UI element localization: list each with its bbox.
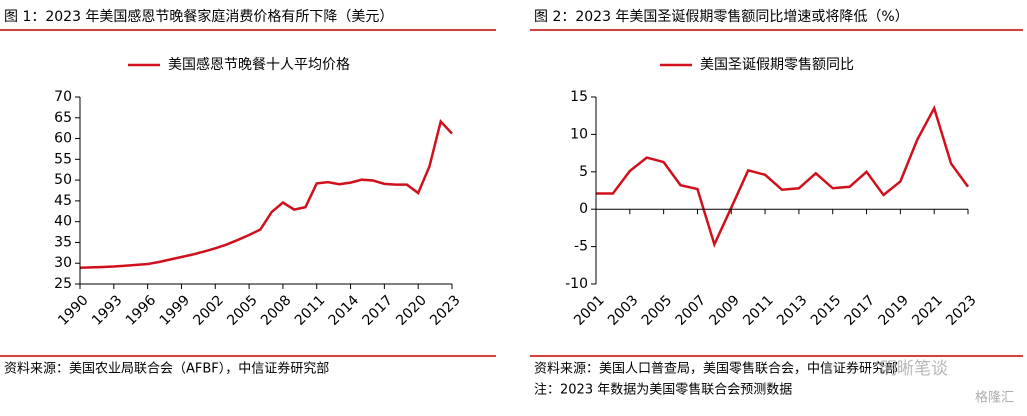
watermark: 格隆汇 xyxy=(975,390,1014,406)
x-tick-label: 2017 xyxy=(360,292,397,329)
x-tick-label: 2011 xyxy=(740,292,777,329)
source: 资料来源：美国农业局联合会（AFBF），中信证券研究部 xyxy=(4,361,329,377)
y-tick-label: 15 xyxy=(570,89,588,105)
legend-label: 美国圣诞假期零售额同比 xyxy=(700,57,854,73)
x-tick-label: 2005 xyxy=(639,292,676,329)
y-tick-label: 30 xyxy=(54,255,72,271)
x-tick-label: 2023 xyxy=(943,292,980,329)
figure-title: 图 2：2023 年美国圣诞假期零售额同比增速或将降低（%） xyxy=(534,9,909,25)
y-tick-label: 60 xyxy=(54,131,72,147)
data-line xyxy=(596,104,970,248)
watermark: 明晰笔谈 xyxy=(880,359,948,379)
figure-title: 图 1：2023 年美国感恩节晚餐家庭消费价格有所下降（美元） xyxy=(4,8,393,25)
x-tick-label: 1990 xyxy=(55,292,92,329)
x-tick-label: 2017 xyxy=(842,292,879,329)
x-tick-label: 1999 xyxy=(157,292,194,329)
y-tick-label: 10 xyxy=(570,126,588,142)
y-tick-label: 40 xyxy=(54,214,72,230)
x-tick-label: 2007 xyxy=(673,292,710,329)
y-tick-label: 65 xyxy=(54,110,72,126)
y-tick-label: -5 xyxy=(574,239,588,255)
x-tick-label: 2023 xyxy=(427,292,464,329)
y-tick-label: 0 xyxy=(579,201,588,217)
x-tick-label: 2009 xyxy=(706,292,743,329)
y-tick-label: 5 xyxy=(579,164,588,180)
x-tick-label: 2014 xyxy=(326,292,363,329)
y-tick-label: 45 xyxy=(54,193,72,209)
legend-label: 美国感恩节晚餐十人平均价格 xyxy=(168,56,350,73)
y-tick-label: 25 xyxy=(54,276,72,292)
x-tick-label: 1993 xyxy=(89,292,126,329)
x-tick-label: 2002 xyxy=(190,292,227,329)
note: 注：2023 年数据为美国零售联合会预测数据 xyxy=(534,382,792,398)
x-tick-label: 2005 xyxy=(224,292,261,329)
y-tick-label: 35 xyxy=(54,234,72,250)
x-tick-label: 2013 xyxy=(774,292,811,329)
x-tick-label: 2021 xyxy=(909,292,946,329)
y-tick-label: 50 xyxy=(54,172,72,188)
x-tick-label: 1996 xyxy=(123,292,160,329)
x-tick-label: 2003 xyxy=(605,292,642,329)
x-tick-label: 2020 xyxy=(393,292,430,329)
x-tick-label: 2019 xyxy=(876,292,913,329)
x-tick-label: 2008 xyxy=(258,292,295,329)
x-tick-label: 2015 xyxy=(808,292,845,329)
y-tick-label: -10 xyxy=(565,276,588,292)
source: 资料来源：美国人口普查局，美国零售联合会，中信证券研究部 xyxy=(534,361,898,377)
y-tick-label: 55 xyxy=(54,151,72,167)
y-tick-label: 70 xyxy=(54,89,72,105)
x-tick-label: 2011 xyxy=(292,292,329,329)
x-tick-label: 2001 xyxy=(571,292,608,329)
data-line xyxy=(79,118,453,270)
